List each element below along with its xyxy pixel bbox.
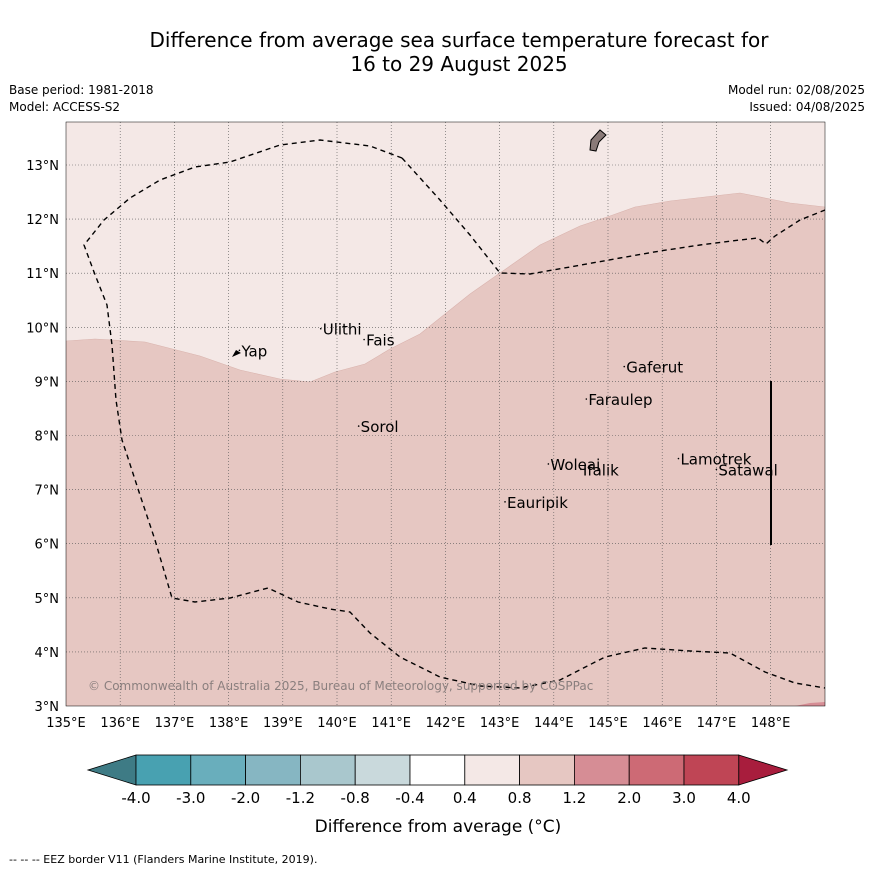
base-period: Base period: 1981-2018 bbox=[9, 83, 154, 97]
colorbar-segment bbox=[574, 754, 630, 786]
longitude-label: 136°E bbox=[100, 716, 140, 731]
colorbar-tick-label: 2.0 bbox=[617, 789, 641, 807]
place-marker bbox=[623, 365, 626, 368]
latitude-label: 10°N bbox=[26, 321, 59, 336]
longitude-label: 139°E bbox=[263, 716, 303, 731]
eez-legend-footnote: -- -- -- EEZ border V11 (Flanders Marine… bbox=[9, 853, 318, 866]
map-frame bbox=[65, 121, 826, 707]
eez-border bbox=[83, 139, 825, 689]
place-label: Yap bbox=[240, 342, 267, 360]
place-label: Ifalik bbox=[583, 461, 619, 479]
place-marker bbox=[504, 501, 506, 503]
longitude-label: 146°E bbox=[642, 716, 682, 731]
latitude-label: 9°N bbox=[35, 375, 60, 390]
colorbar-segment bbox=[245, 754, 301, 786]
colorbar-segment bbox=[628, 754, 685, 786]
colorbar-tick-label: -1.2 bbox=[286, 789, 315, 807]
longitude-label: 142°E bbox=[426, 716, 466, 731]
latitude-label: 13°N bbox=[26, 159, 59, 174]
colorbar-extend-low bbox=[86, 754, 137, 786]
title-line-1: Difference from average sea surface temp… bbox=[149, 28, 769, 52]
latitude-label: 5°N bbox=[35, 592, 60, 607]
colorbar-segment bbox=[354, 754, 411, 786]
longitude-label: 148°E bbox=[751, 716, 791, 731]
place-label: Ulithi bbox=[323, 321, 362, 339]
latitude-label: 4°N bbox=[35, 646, 60, 661]
colorbar-segment bbox=[464, 754, 520, 786]
colorbar bbox=[86, 754, 789, 786]
place-label: Fais bbox=[366, 332, 395, 350]
place-label: Faraulep bbox=[588, 391, 652, 409]
longitude-label: 147°E bbox=[697, 716, 737, 731]
colorbar-tick-label: -3.0 bbox=[176, 789, 205, 807]
latitude-labels: 3°N 4°N 5°N 6°N 7°N 8°N 9°N 10°N 11°N 12°N 13°N bbox=[26, 159, 59, 715]
colorbar-label: Difference from average (°C) bbox=[315, 817, 562, 837]
latitude-label: 7°N bbox=[35, 484, 60, 499]
guam-island bbox=[589, 129, 607, 152]
place-marker bbox=[547, 463, 550, 465]
copyright-notice: © Commonwealth of Australia 2025, Bureau… bbox=[88, 679, 593, 693]
place-marker bbox=[677, 457, 680, 460]
place-label: Woleai bbox=[550, 456, 600, 474]
place-marker bbox=[319, 327, 322, 330]
place-label: Eauripik bbox=[507, 494, 568, 512]
longitude-label: 144°E bbox=[534, 716, 574, 731]
longitude-label: 145°E bbox=[588, 716, 628, 731]
colorbar-tick-labels: -4.0 -3.0 -2.0 -1.2 -0.8 -0.4 0.4 0.8 1.2 2.0 3.0 4… bbox=[121, 789, 750, 807]
place-label: Satawal bbox=[718, 461, 777, 479]
longitude-label: 137°E bbox=[155, 716, 195, 731]
colorbar-tick-label: 0.4 bbox=[453, 789, 477, 807]
longitude-labels: 135°E 136°E 137°E 138°E 139°E 140°E 141°E 142°E… bbox=[46, 716, 790, 731]
issued-date: Issued: 04/08/2025 bbox=[749, 100, 865, 114]
colorbar-extend-high bbox=[738, 754, 789, 786]
meta-right: Model run: 02/08/2025 Issued: 04/08/2025 bbox=[728, 82, 865, 116]
latitude-label: 8°N bbox=[35, 430, 60, 445]
model-name: Model: ACCESS-S2 bbox=[9, 100, 121, 114]
colorbar-tick-label: 3.0 bbox=[672, 789, 696, 807]
title-line-2: 16 to 29 August 2025 bbox=[350, 52, 568, 76]
place-marker bbox=[238, 349, 241, 352]
place-marker bbox=[363, 338, 365, 341]
longitude-label: 138°E bbox=[209, 716, 249, 731]
place-marker bbox=[580, 468, 582, 471]
colorbar-segment bbox=[135, 754, 192, 786]
colorbar-segment bbox=[409, 754, 466, 786]
place-marker bbox=[585, 398, 588, 400]
eez-border-north bbox=[401, 157, 825, 275]
colorbar-tick-label: -0.8 bbox=[341, 789, 370, 807]
latitude-label: 6°N bbox=[35, 538, 60, 553]
latitude-label: 12°N bbox=[26, 213, 59, 228]
place-marker bbox=[715, 468, 718, 471]
colorbar-segment bbox=[299, 754, 356, 786]
map-title: Difference from average sea surface temp… bbox=[0, 28, 873, 76]
meta-left: Base period: 1981-2018 Model: ACCESS-S2 bbox=[9, 82, 154, 116]
place-marker bbox=[357, 425, 360, 427]
place-label: Gaferut bbox=[626, 359, 683, 377]
colorbar-segment bbox=[190, 754, 247, 786]
colorbar-tick-label: 4.0 bbox=[727, 789, 751, 807]
colorbar-segment bbox=[683, 754, 740, 786]
colorbar-segment bbox=[519, 754, 575, 786]
place-label: Lamotrek bbox=[680, 451, 751, 469]
graticule bbox=[66, 122, 825, 706]
longitude-label: 143°E bbox=[480, 716, 520, 731]
longitude-label: 135°E bbox=[46, 716, 86, 731]
longitude-label: 141°E bbox=[371, 716, 411, 731]
anomaly-band-1.2-2.0 bbox=[795, 702, 825, 706]
yap-island bbox=[232, 350, 241, 357]
place-label: Sorol bbox=[361, 418, 399, 436]
model-run: Model run: 02/08/2025 bbox=[727, 83, 865, 97]
colorbar-tick-label: -2.0 bbox=[231, 789, 260, 807]
colorbar-tick-label: -0.4 bbox=[395, 789, 424, 807]
latitude-label: 11°N bbox=[26, 267, 59, 282]
latitude-label: 3°N bbox=[35, 700, 60, 715]
longitude-label: 140°E bbox=[317, 716, 357, 731]
colorbar-tick-label: -4.0 bbox=[121, 789, 150, 807]
colorbar-tick-label: 1.2 bbox=[562, 789, 586, 807]
colorbar-tick-label: 0.8 bbox=[508, 789, 532, 807]
